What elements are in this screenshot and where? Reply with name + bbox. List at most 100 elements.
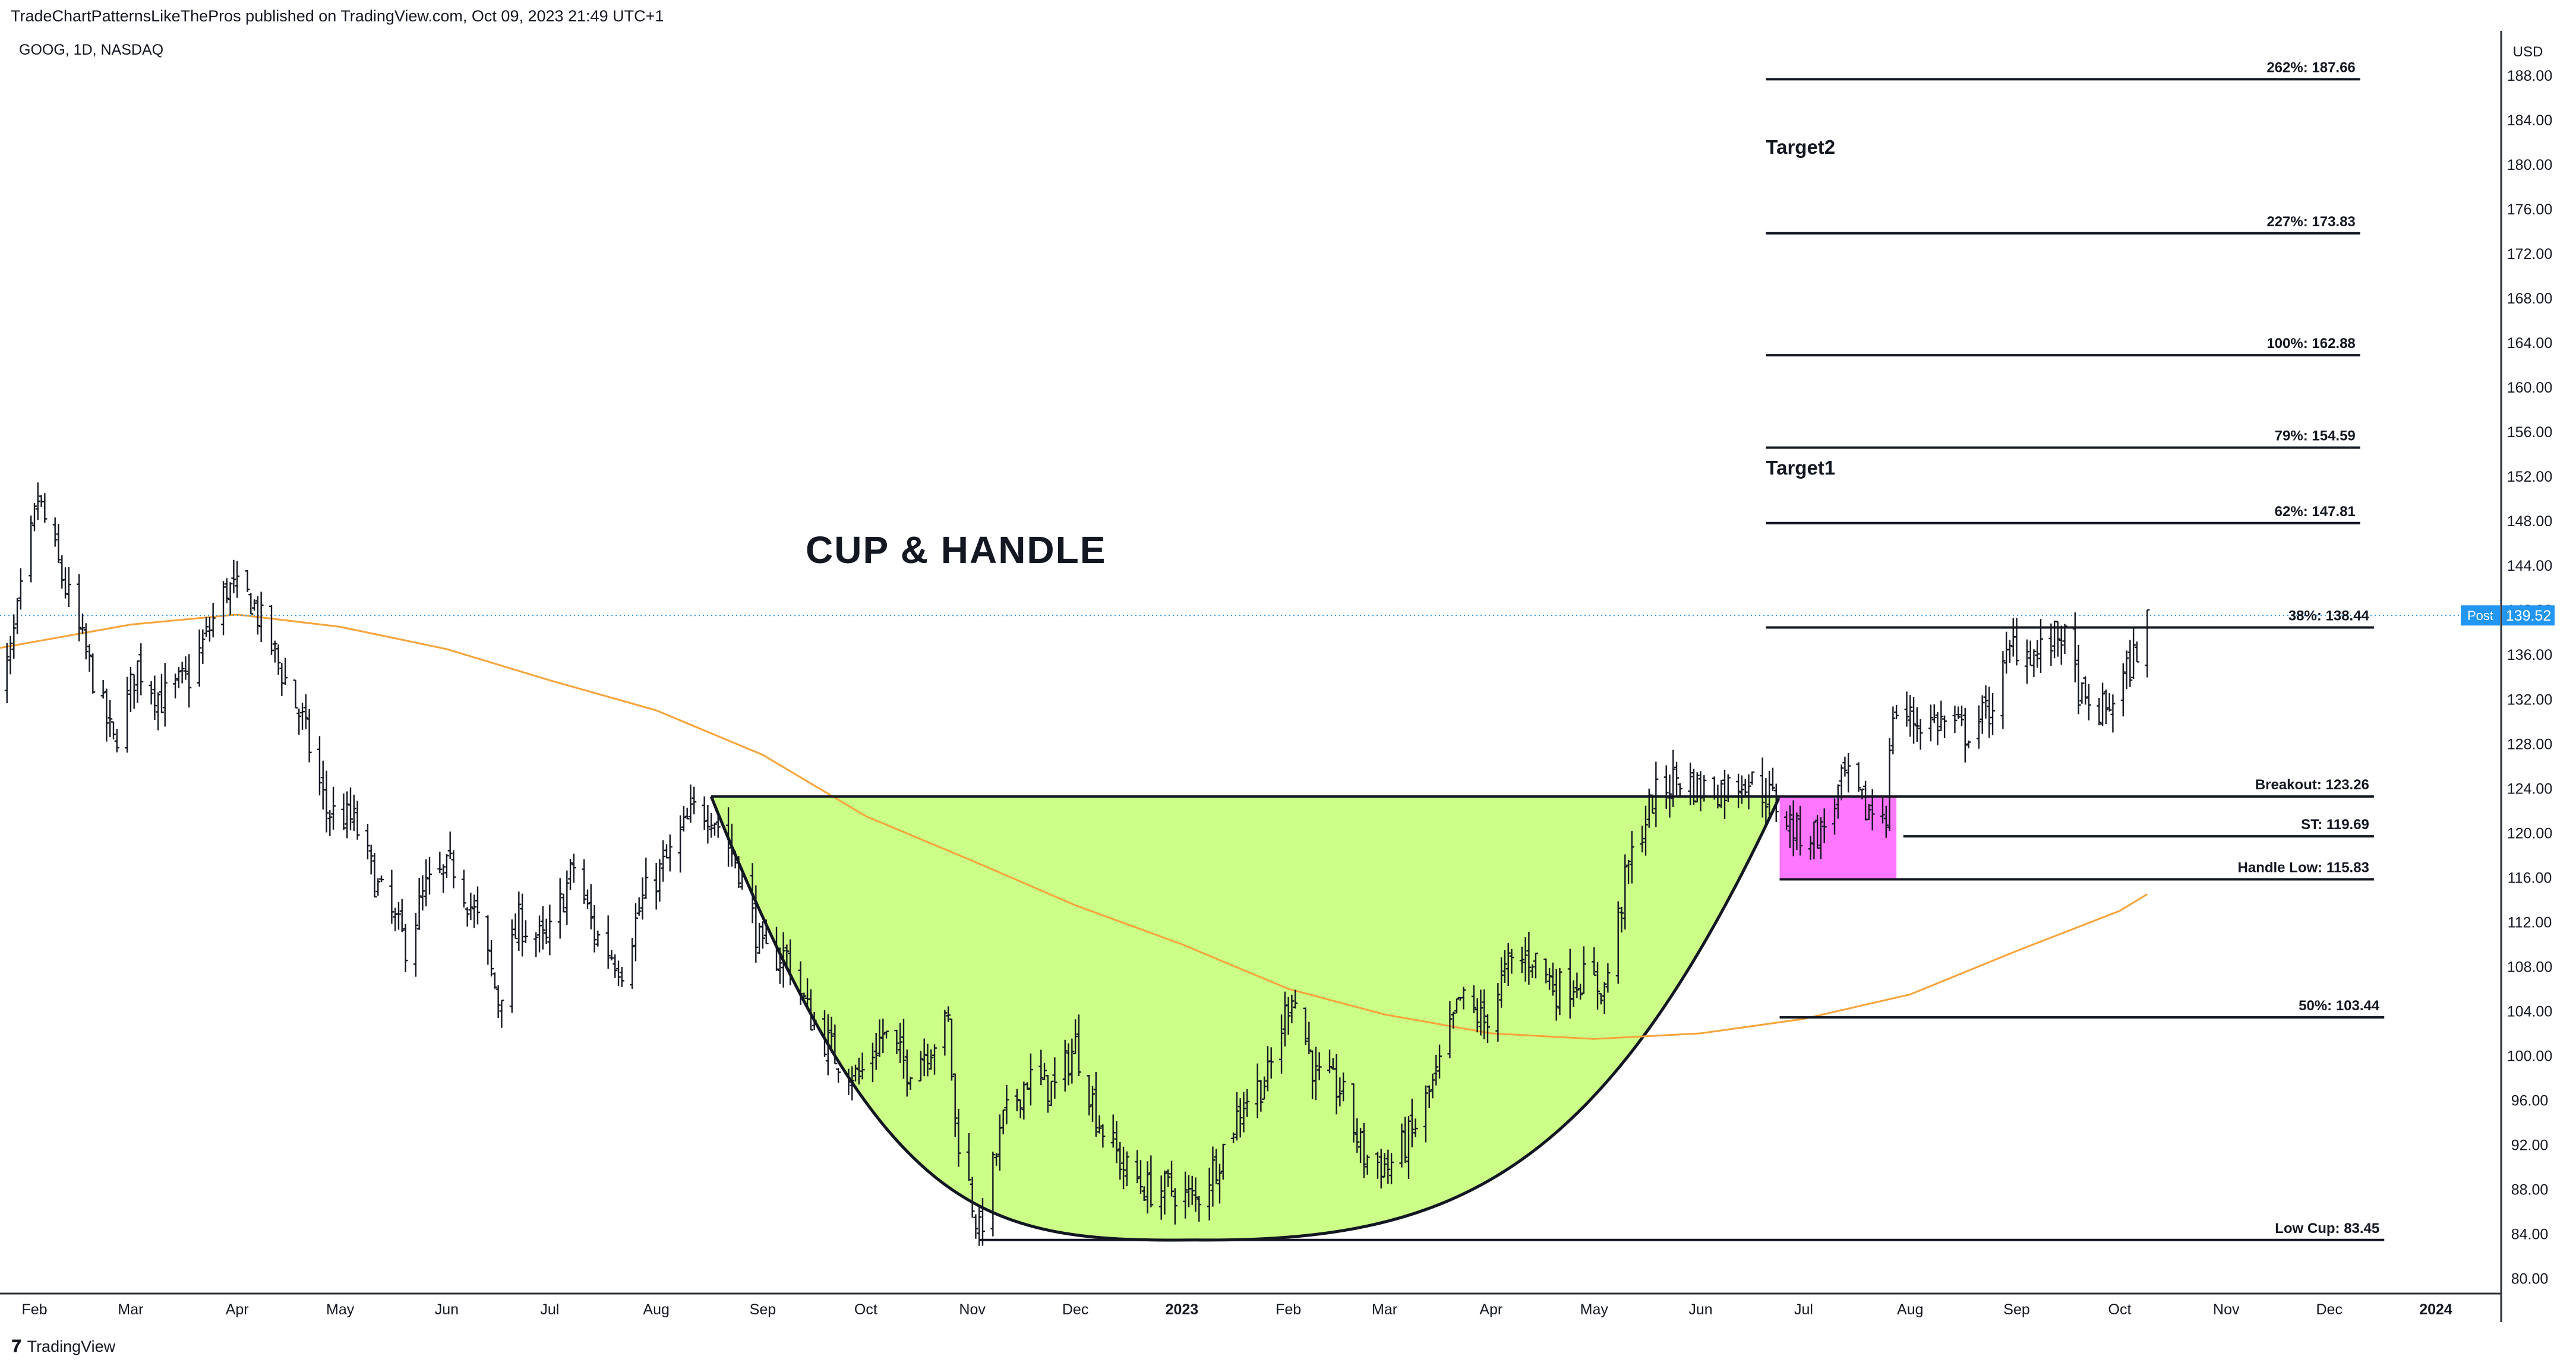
ohlc-bar	[389, 870, 394, 924]
ohlc-bar	[90, 653, 96, 694]
y-tick-label: 80.00	[2511, 1270, 2549, 1287]
level-label: 227%: 173.83	[2266, 214, 2355, 230]
ohlc-bar	[1866, 804, 1871, 820]
ohlc-bar	[709, 812, 714, 838]
y-tick-label: 160.00	[2507, 380, 2552, 396]
ohlc-bar	[403, 924, 408, 972]
ohlc-bar	[1595, 962, 1600, 1010]
ohlc-bar	[1375, 1152, 1380, 1179]
currency-label: USD	[2513, 44, 2543, 60]
ohlc-bar	[836, 1068, 841, 1083]
ohlc-bar	[1087, 1075, 1092, 1116]
ohlc-bar	[1258, 1080, 1264, 1112]
ohlc-bar	[1485, 1014, 1491, 1044]
ohlc-bar	[1138, 1160, 1143, 1194]
ohlc-bar	[1076, 1014, 1081, 1076]
ohlc-bar	[32, 503, 37, 532]
ohlc-bar	[1574, 972, 1580, 998]
ohlc-bar	[1303, 1007, 1308, 1045]
ohlc-bar	[1554, 969, 1559, 1021]
ohlc-bar	[571, 853, 576, 883]
ohlc-bar	[1062, 1039, 1068, 1092]
y-tick-label: 132.00	[2507, 691, 2552, 708]
ohlc-bar	[726, 807, 731, 867]
x-tick-label: 2024	[2419, 1301, 2452, 1318]
ohlc-bar	[1914, 707, 1920, 742]
ohlc-bar	[204, 616, 209, 637]
price-scale[interactable]: USD 188.00 184.00 180.00 176.00 172.00 168.00…	[2461, 31, 2555, 1322]
ohlc-bar	[2120, 663, 2126, 717]
ohlc-bar	[657, 859, 662, 902]
ohlc-bar	[1451, 1011, 1456, 1029]
ohlc-bar	[108, 700, 113, 738]
ohlc-bar	[1592, 947, 1597, 976]
ohlc-bar	[1773, 783, 1779, 822]
ohlc-bar	[1530, 964, 1535, 978]
ohlc-bar	[183, 656, 188, 680]
ohlc-bar	[279, 663, 285, 696]
ohlc-bar	[613, 954, 618, 978]
ohlc-bar	[1121, 1146, 1126, 1190]
ohlc-bar	[1918, 719, 1923, 750]
ohlc-bar	[2097, 697, 2102, 726]
ohlc-bar	[1306, 1022, 1312, 1055]
ohlc-bar	[1426, 1085, 1432, 1108]
ohlc-bar	[372, 853, 377, 898]
ohlc-bar	[2024, 639, 2029, 684]
ohlc-bar	[523, 920, 528, 943]
x-tick-label: Mar	[1372, 1301, 1397, 1318]
ohlc-bar	[616, 960, 621, 987]
ohlc-bar	[52, 517, 58, 547]
y-tick-label: 184.00	[2507, 112, 2552, 129]
ohlc-bar	[1268, 1047, 1274, 1079]
ohlc-bar	[317, 736, 322, 796]
ohlc-bar	[619, 966, 624, 987]
ohlc-bar	[173, 674, 178, 698]
time-scale[interactable]: Feb Mar Apr May Jun Jul Aug Sep Oct Nov Dec 2023 Feb…	[0, 1292, 2501, 1318]
ohlc-bar	[465, 907, 470, 927]
ohlc-bar	[4, 643, 10, 704]
ohlc-bar	[1000, 1109, 1006, 1134]
ohlc-bar	[375, 878, 381, 896]
ohlc-bar	[1430, 1073, 1435, 1099]
ohlc-bar	[492, 972, 497, 989]
ohlc-bar	[1162, 1170, 1167, 1215]
ohlc-bar	[1234, 1092, 1239, 1141]
ohlc-bar	[1385, 1149, 1391, 1184]
y-tick-label: 120.00	[2507, 825, 2552, 842]
ohlc-bar	[1245, 1089, 1250, 1118]
ohlc-bar	[966, 1133, 971, 1181]
ohlc-bar	[715, 812, 721, 838]
y-tick-label: 180.00	[2507, 157, 2552, 173]
ohlc-bar	[1413, 1118, 1418, 1137]
ohlc-bar	[1880, 798, 1886, 824]
tradingview-footer[interactable]: 𝟕 TradingView	[12, 1336, 115, 1357]
x-tick-label: Sep	[2003, 1301, 2029, 1318]
symbol-legend[interactable]: GOOG, 1D, NASDAQ	[19, 42, 164, 58]
ohlc-bar	[1124, 1151, 1129, 1186]
ohlc-bar	[661, 840, 666, 882]
ohlc-bar	[1471, 985, 1476, 1013]
ohlc-bar	[1399, 1123, 1404, 1168]
ohlc-bar	[973, 1214, 978, 1239]
x-tick-label: Aug	[1897, 1301, 1923, 1318]
ohlc-bar	[952, 1073, 958, 1137]
level-label: ST: 119.69	[2301, 817, 2369, 833]
ohlc-bar	[1677, 783, 1682, 797]
ohlc-bar	[1770, 767, 1775, 791]
ohlc-bar	[921, 1038, 927, 1077]
ohlc-bar	[1808, 836, 1813, 860]
ohlc-bar	[925, 1044, 930, 1077]
ohlc-bar	[750, 863, 755, 924]
ohlc-bar	[1581, 946, 1586, 994]
ohlc-bar	[568, 859, 573, 890]
ohlc-bar	[1454, 998, 1459, 1014]
y-tick-label: 92.00	[2511, 1137, 2549, 1153]
x-tick-label: Jul	[1794, 1301, 1813, 1318]
ohlc-bar	[1172, 1188, 1177, 1225]
ohlc-bar	[904, 1049, 910, 1097]
ohlc-bar	[149, 681, 154, 705]
ohlc-bar	[2076, 644, 2081, 714]
